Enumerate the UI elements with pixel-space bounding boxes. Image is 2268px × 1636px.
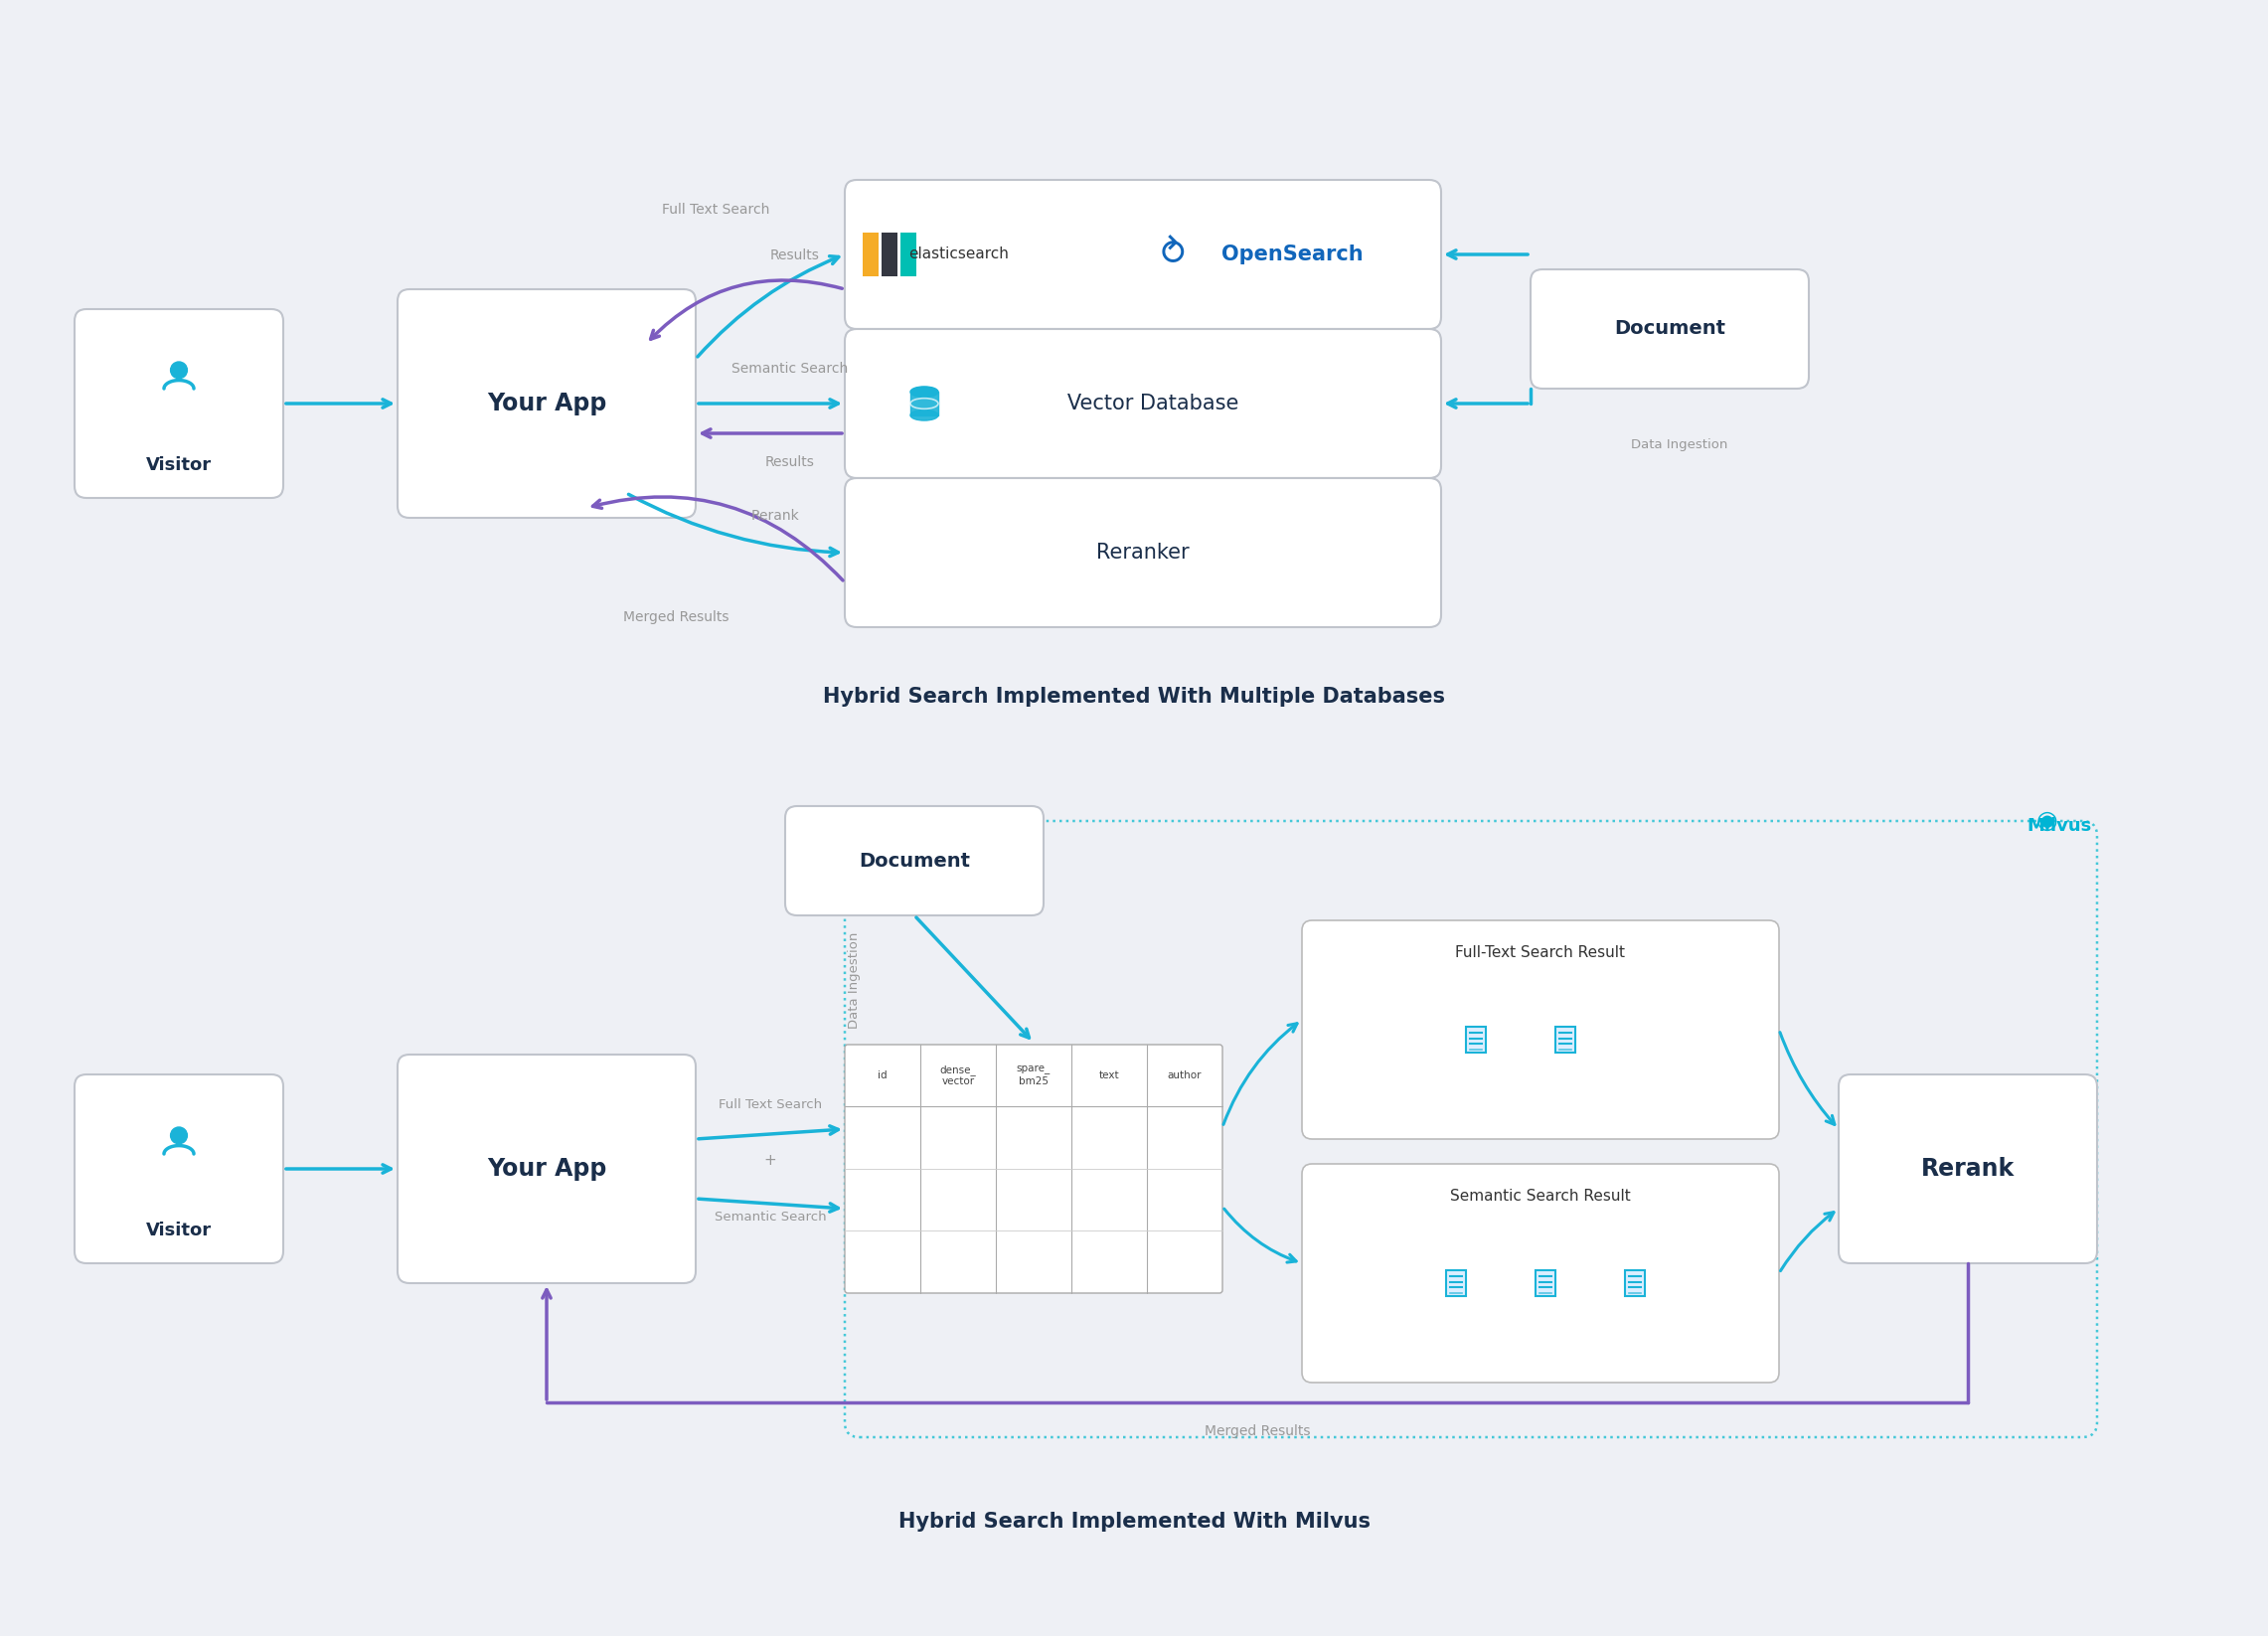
FancyBboxPatch shape (862, 232, 878, 276)
Text: Full Text Search: Full Text Search (719, 1098, 821, 1111)
FancyBboxPatch shape (1302, 921, 1778, 1139)
FancyBboxPatch shape (1626, 1270, 1644, 1296)
Text: Results: Results (771, 249, 819, 262)
FancyBboxPatch shape (909, 393, 939, 416)
Text: Your App: Your App (488, 391, 606, 416)
Text: Data Ingestion: Data Ingestion (848, 931, 862, 1029)
FancyBboxPatch shape (75, 309, 284, 497)
FancyBboxPatch shape (397, 1055, 696, 1283)
FancyBboxPatch shape (397, 290, 696, 519)
Text: Full Text Search: Full Text Search (662, 203, 769, 216)
Text: Merged Results: Merged Results (1204, 1425, 1311, 1438)
Circle shape (170, 1127, 188, 1144)
FancyBboxPatch shape (75, 1075, 284, 1263)
Text: Visitor: Visitor (145, 456, 211, 474)
Text: Reranker: Reranker (1095, 543, 1188, 563)
FancyBboxPatch shape (844, 1045, 1222, 1292)
FancyBboxPatch shape (1447, 1270, 1465, 1296)
FancyBboxPatch shape (1302, 1163, 1778, 1382)
FancyBboxPatch shape (900, 232, 916, 276)
Text: dense_
vector: dense_ vector (939, 1065, 975, 1086)
Text: Data Ingestion: Data Ingestion (1631, 438, 1728, 452)
Text: Milvus: Milvus (2028, 816, 2091, 834)
Text: Visitor: Visitor (145, 1222, 211, 1240)
Text: +: + (764, 1153, 776, 1168)
Text: Semantic Search: Semantic Search (733, 362, 848, 376)
Text: Full-Text Search Result: Full-Text Search Result (1456, 944, 1626, 960)
FancyBboxPatch shape (1465, 1027, 1486, 1052)
FancyBboxPatch shape (844, 329, 1440, 478)
FancyBboxPatch shape (785, 807, 1043, 916)
FancyBboxPatch shape (844, 478, 1440, 627)
Text: Hybrid Search Implemented With Milvus: Hybrid Search Implemented With Milvus (898, 1512, 1370, 1531)
Text: elasticsearch: elasticsearch (909, 247, 1009, 262)
Text: Rerank: Rerank (1921, 1157, 2014, 1181)
Text: Merged Results: Merged Results (624, 610, 728, 625)
Text: Vector Database: Vector Database (1048, 394, 1238, 414)
Ellipse shape (909, 386, 939, 398)
FancyBboxPatch shape (1535, 1270, 1556, 1296)
Text: text: text (1100, 1070, 1120, 1080)
Text: Document: Document (860, 851, 971, 870)
Text: ⥁: ⥁ (1161, 237, 1184, 272)
Text: id: id (878, 1070, 887, 1080)
Text: ◉: ◉ (2037, 810, 2057, 833)
Text: OpenSearch: OpenSearch (1220, 244, 1363, 265)
FancyBboxPatch shape (882, 232, 898, 276)
Circle shape (170, 362, 188, 378)
FancyBboxPatch shape (1531, 270, 1810, 389)
Text: Hybrid Search Implemented With Multiple Databases: Hybrid Search Implemented With Multiple … (823, 687, 1445, 707)
Text: Semantic Search: Semantic Search (714, 1211, 826, 1224)
Text: Document: Document (1615, 319, 1726, 339)
Text: Your App: Your App (488, 1157, 606, 1181)
FancyBboxPatch shape (1839, 1075, 2098, 1263)
Text: spare_
bm25: spare_ bm25 (1016, 1065, 1050, 1086)
FancyBboxPatch shape (844, 180, 1440, 329)
Text: Semantic Search Result: Semantic Search Result (1449, 1188, 1631, 1202)
Ellipse shape (909, 411, 939, 420)
Text: author: author (1168, 1070, 1202, 1080)
FancyBboxPatch shape (1556, 1027, 1574, 1052)
Text: Results: Results (764, 455, 814, 470)
Text: Rerank: Rerank (751, 509, 798, 524)
